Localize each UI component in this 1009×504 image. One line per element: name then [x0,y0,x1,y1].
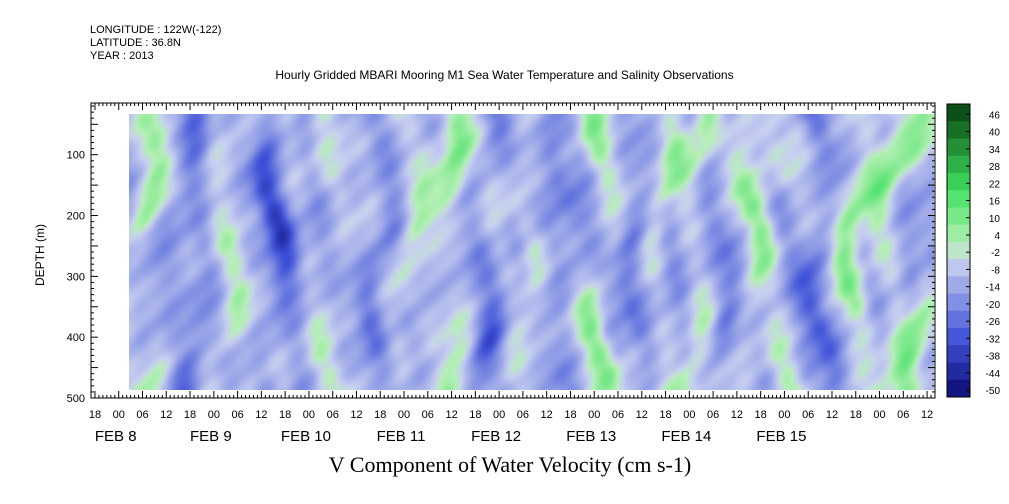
x-hour-label: 12 [255,409,267,421]
colorbar-swatch [947,155,970,174]
colorbar-label: 28 [989,162,1001,173]
y-axis-label: DEPTH (m) [33,224,47,286]
colorbar-label: -20 [986,300,1001,311]
x-hour-label: 12 [445,409,457,421]
colorbar-label: 22 [989,179,1001,190]
colorbar-label: 46 [989,110,1001,121]
colorbar-swatch [947,259,970,277]
y-tick-label: 200 [67,211,85,223]
x-day-label: FEB 14 [661,428,711,445]
x-hour-label: 18 [89,409,101,421]
velocity-field [129,114,934,390]
colorbar-swatch [947,224,970,243]
x-hour-label: 18 [850,409,862,421]
x-hour-label: 12 [350,409,362,421]
x-hour-label: 18 [659,409,671,421]
colorbar-swatch [947,190,970,208]
colorbar-swatch [947,362,970,381]
x-hour-label: 18 [564,409,576,421]
colorbar-swatch [947,104,970,122]
x-hour-label: 12 [921,409,933,421]
colorbar-label: -14 [986,283,1001,294]
x-hour-label: 12 [636,409,648,421]
x-hour-label: 06 [422,409,434,421]
colorbar-swatch [947,172,970,191]
x-hour-label: 06 [231,409,243,421]
colorbar-label: -50 [986,386,1001,397]
x-hour-label: 12 [826,409,838,421]
x-hour-label: 06 [707,409,719,421]
x-hour-label: 18 [469,409,481,421]
x-hour-label: 18 [755,409,767,421]
x-day-label: FEB 12 [471,428,521,445]
x-hour-label: 00 [303,409,315,421]
latitude-label: LATITUDE : 36.8N [90,37,181,49]
colorbar-label: -38 [986,352,1001,363]
x-hour-label: 12 [541,409,553,421]
x-day-label: FEB 9 [190,428,232,445]
colorbar-label: 16 [989,197,1001,208]
x-hour-label: 00 [398,409,410,421]
colorbar-swatch [947,328,970,346]
x-hour-label: 18 [374,409,386,421]
chart-title: Hourly Gridded MBARI Mooring M1 Sea Wate… [275,68,734,82]
colorbar-swatch [947,276,970,295]
colorbar-swatch [947,241,970,260]
colorbar-swatch [947,138,970,157]
y-axis: 100 200 300 400 500 [67,105,935,405]
colorbar-label: 4 [994,231,1000,242]
x-axis-label: V Component of Water Velocity (cm s-1) [328,452,692,477]
colorbar-label: 34 [989,145,1001,156]
colorbar-label: -44 [986,369,1001,380]
x-hour-label: 00 [208,409,220,421]
x-hour-label: 06 [517,409,529,421]
colorbar-swatch [947,379,970,398]
colorbar-swatch [947,293,970,312]
x-day-label: FEB 8 [95,428,137,445]
colorbar-label: 10 [989,214,1001,225]
x-hour-label: 00 [683,409,695,421]
colorbar-frame [946,103,971,398]
colorbar-swatch [947,345,970,364]
x-day-label: FEB 13 [566,428,616,445]
x-hour-label: 06 [897,409,909,421]
x-day-label: FEB 15 [756,428,806,445]
x-hour-label: 06 [136,409,148,421]
colorbar-label: -32 [986,334,1001,345]
x-hour-label: 18 [184,409,196,421]
colorbar-swatch [947,207,970,226]
longitude-label: LONGITUDE : 122W(-122) [90,24,222,36]
y-tick-label: 400 [67,332,85,344]
x-day-label: FEB 10 [281,428,331,445]
x-hour-label: 00 [588,409,600,421]
x-day-label: FEB 11 [377,428,426,445]
colorbar-label: -2 [991,248,1000,259]
x-hour-label: 00 [493,409,505,421]
colorbar-swatch [947,310,970,329]
colorbar-label: -8 [991,265,1000,276]
colorbar-label: -26 [986,317,1001,328]
y-tick-label: 500 [67,393,85,405]
x-hour-label: 12 [731,409,743,421]
x-hour-label: 00 [113,409,125,421]
colorbar-label: 40 [989,128,1001,139]
x-hour-label: 06 [612,409,624,421]
y-tick-label: 100 [67,150,85,162]
year-label: YEAR : 2013 [90,50,154,62]
x-axis: 18 00 06 12 18 00 06 12 18 00 06 12 18 00 06 12 18 00 06 12… [89,103,936,445]
x-hour-label: 00 [873,409,885,421]
x-hour-label: 12 [160,409,172,421]
x-hour-label: 00 [778,409,790,421]
colorbar-swatch [947,121,970,139]
y-tick-label: 300 [67,271,85,283]
plot-frame [90,102,936,399]
colorbar: 46 40 34 28 22 16 10 4 -2 -8 -14 -20 -26 -32 -38 -44 -50 [946,103,1001,398]
x-hour-label: 06 [802,409,814,421]
x-hour-label: 06 [327,409,339,421]
x-hour-label: 18 [279,409,291,421]
